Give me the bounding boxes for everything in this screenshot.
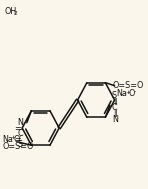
- Text: Na: Na: [2, 135, 13, 144]
- Text: OH: OH: [5, 6, 17, 15]
- Text: O=S=O: O=S=O: [3, 142, 34, 151]
- Text: C: C: [18, 129, 23, 138]
- Text: ‖: ‖: [113, 110, 116, 117]
- Text: =: =: [14, 124, 21, 133]
- Text: O: O: [14, 135, 20, 144]
- Text: 2: 2: [13, 11, 17, 16]
- Text: C: C: [112, 103, 118, 112]
- Text: O=S=O: O=S=O: [113, 81, 144, 90]
- Text: +: +: [11, 135, 16, 140]
- Text: O: O: [128, 89, 135, 98]
- Text: ·: ·: [18, 133, 21, 142]
- Text: S: S: [112, 91, 117, 100]
- Text: Na: Na: [116, 89, 127, 98]
- Text: ·: ·: [133, 88, 136, 97]
- Text: ‖: ‖: [113, 98, 116, 105]
- Text: N: N: [18, 118, 23, 127]
- Text: S: S: [18, 140, 23, 149]
- Text: N: N: [112, 115, 118, 124]
- Text: +: +: [125, 90, 130, 95]
- Text: =: =: [14, 135, 21, 144]
